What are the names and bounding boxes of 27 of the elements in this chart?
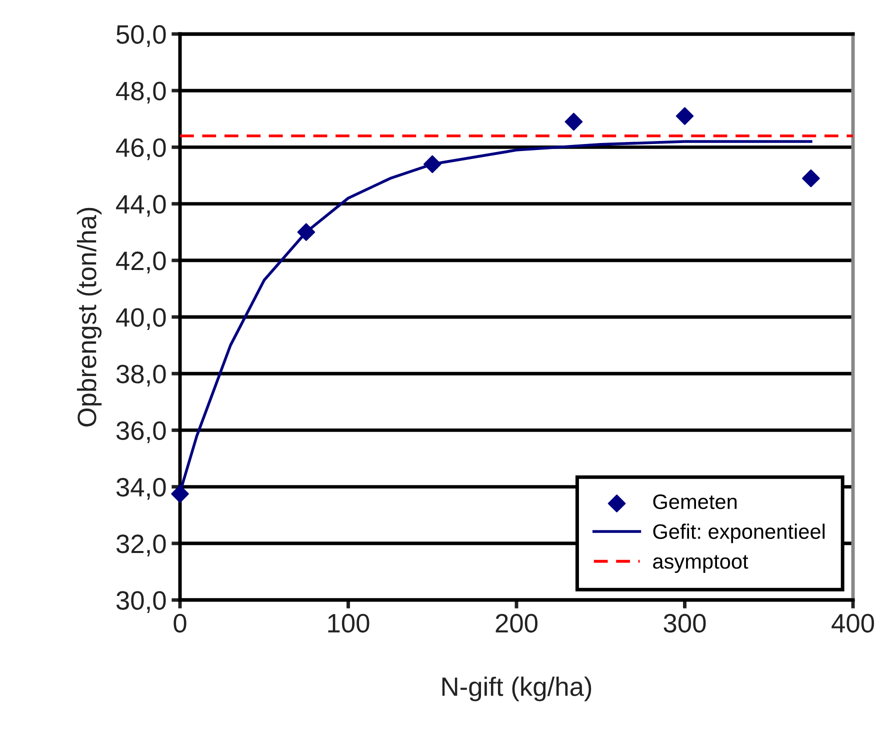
point [297,223,316,242]
y-tick-label: 44,0 [116,194,166,217]
y-axis-title: Opbrengst (ton/ha) [76,208,102,426]
y-tick-label: 38,0 [116,364,166,387]
x-tick-label: 0 [174,614,186,633]
x-tick-label: 100 [328,614,370,633]
legend-label: Gemeten [653,494,737,510]
x-tick-label: 200 [496,614,538,633]
y-tick-label: 30,0 [116,591,166,613]
y-tick-label: 46,0 [116,138,166,160]
y-tick-label: 34,0 [116,478,166,500]
x-axis-title: N-gift (kg/ha) [442,676,592,702]
y-tick-label: 42,0 [116,252,166,274]
y-tick-label: 40,0 [116,308,166,330]
x-tick-label: 300 [664,614,706,633]
legend-label: Gefit: exponentieel [653,524,825,544]
y-tick-label: 50,0 [116,25,166,47]
y-tick-label: 48,0 [116,82,166,104]
x-tick-label: 400 [832,614,874,633]
point [676,107,694,125]
point [802,169,820,188]
y-tick-label: 36,0 [116,421,166,444]
point [171,484,189,503]
point [564,112,583,131]
y-tick-label: 32,0 [116,534,166,556]
legend-label: asymptoot [653,555,748,573]
point [423,155,442,174]
